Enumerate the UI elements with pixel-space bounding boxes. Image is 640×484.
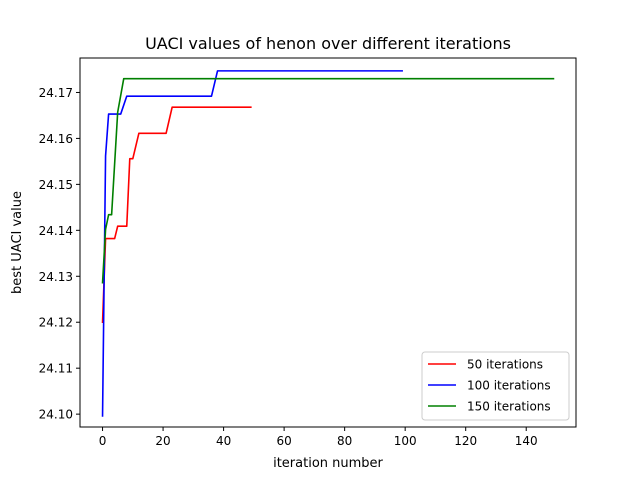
x-tick-label: 60 [276,434,291,448]
legend-box [421,351,570,421]
y-axis-label: best UACI value [10,191,25,294]
x-axis: 0 20 40 60 80 100 120 140 [99,427,538,448]
y-tick-label: 24.16 [39,132,73,146]
legend-label: 150 iterations [467,400,551,414]
plot-frame [79,57,577,428]
y-tick-label: 24.13 [39,270,73,284]
x-tick-label: 40 [216,434,231,448]
y-tick-label: 24.14 [39,224,73,238]
legend-label: 100 iterations [467,379,551,393]
chart-title: UACI values of henon over different iter… [145,34,511,53]
y-tick-label: 24.17 [39,86,73,100]
series-line-3 [101,77,555,284]
series-layer [101,70,555,417]
y-tick-label: 24.10 [39,408,73,422]
series-line-2 [101,70,403,417]
x-tick-label: 100 [394,434,417,448]
x-axis-label: iteration number [273,456,383,471]
x-tick-label: 80 [337,434,352,448]
y-tick-label: 24.15 [39,178,73,192]
x-tick-label: 20 [155,434,170,448]
legend: 50 iterations 100 iterations 150 iteration… [421,351,570,421]
y-tick-label: 24.12 [39,316,73,330]
legend-label: 50 iterations [467,358,543,372]
x-tick-label: 140 [515,434,538,448]
x-tick-label: 0 [99,434,107,448]
y-axis: 24.10 24.11 24.12 24.13 24.14 24.15 24.16 24.17 [39,86,80,422]
x-tick-label: 120 [454,434,477,448]
y-tick-label: 24.11 [39,362,73,376]
series-line-1 [101,106,252,324]
